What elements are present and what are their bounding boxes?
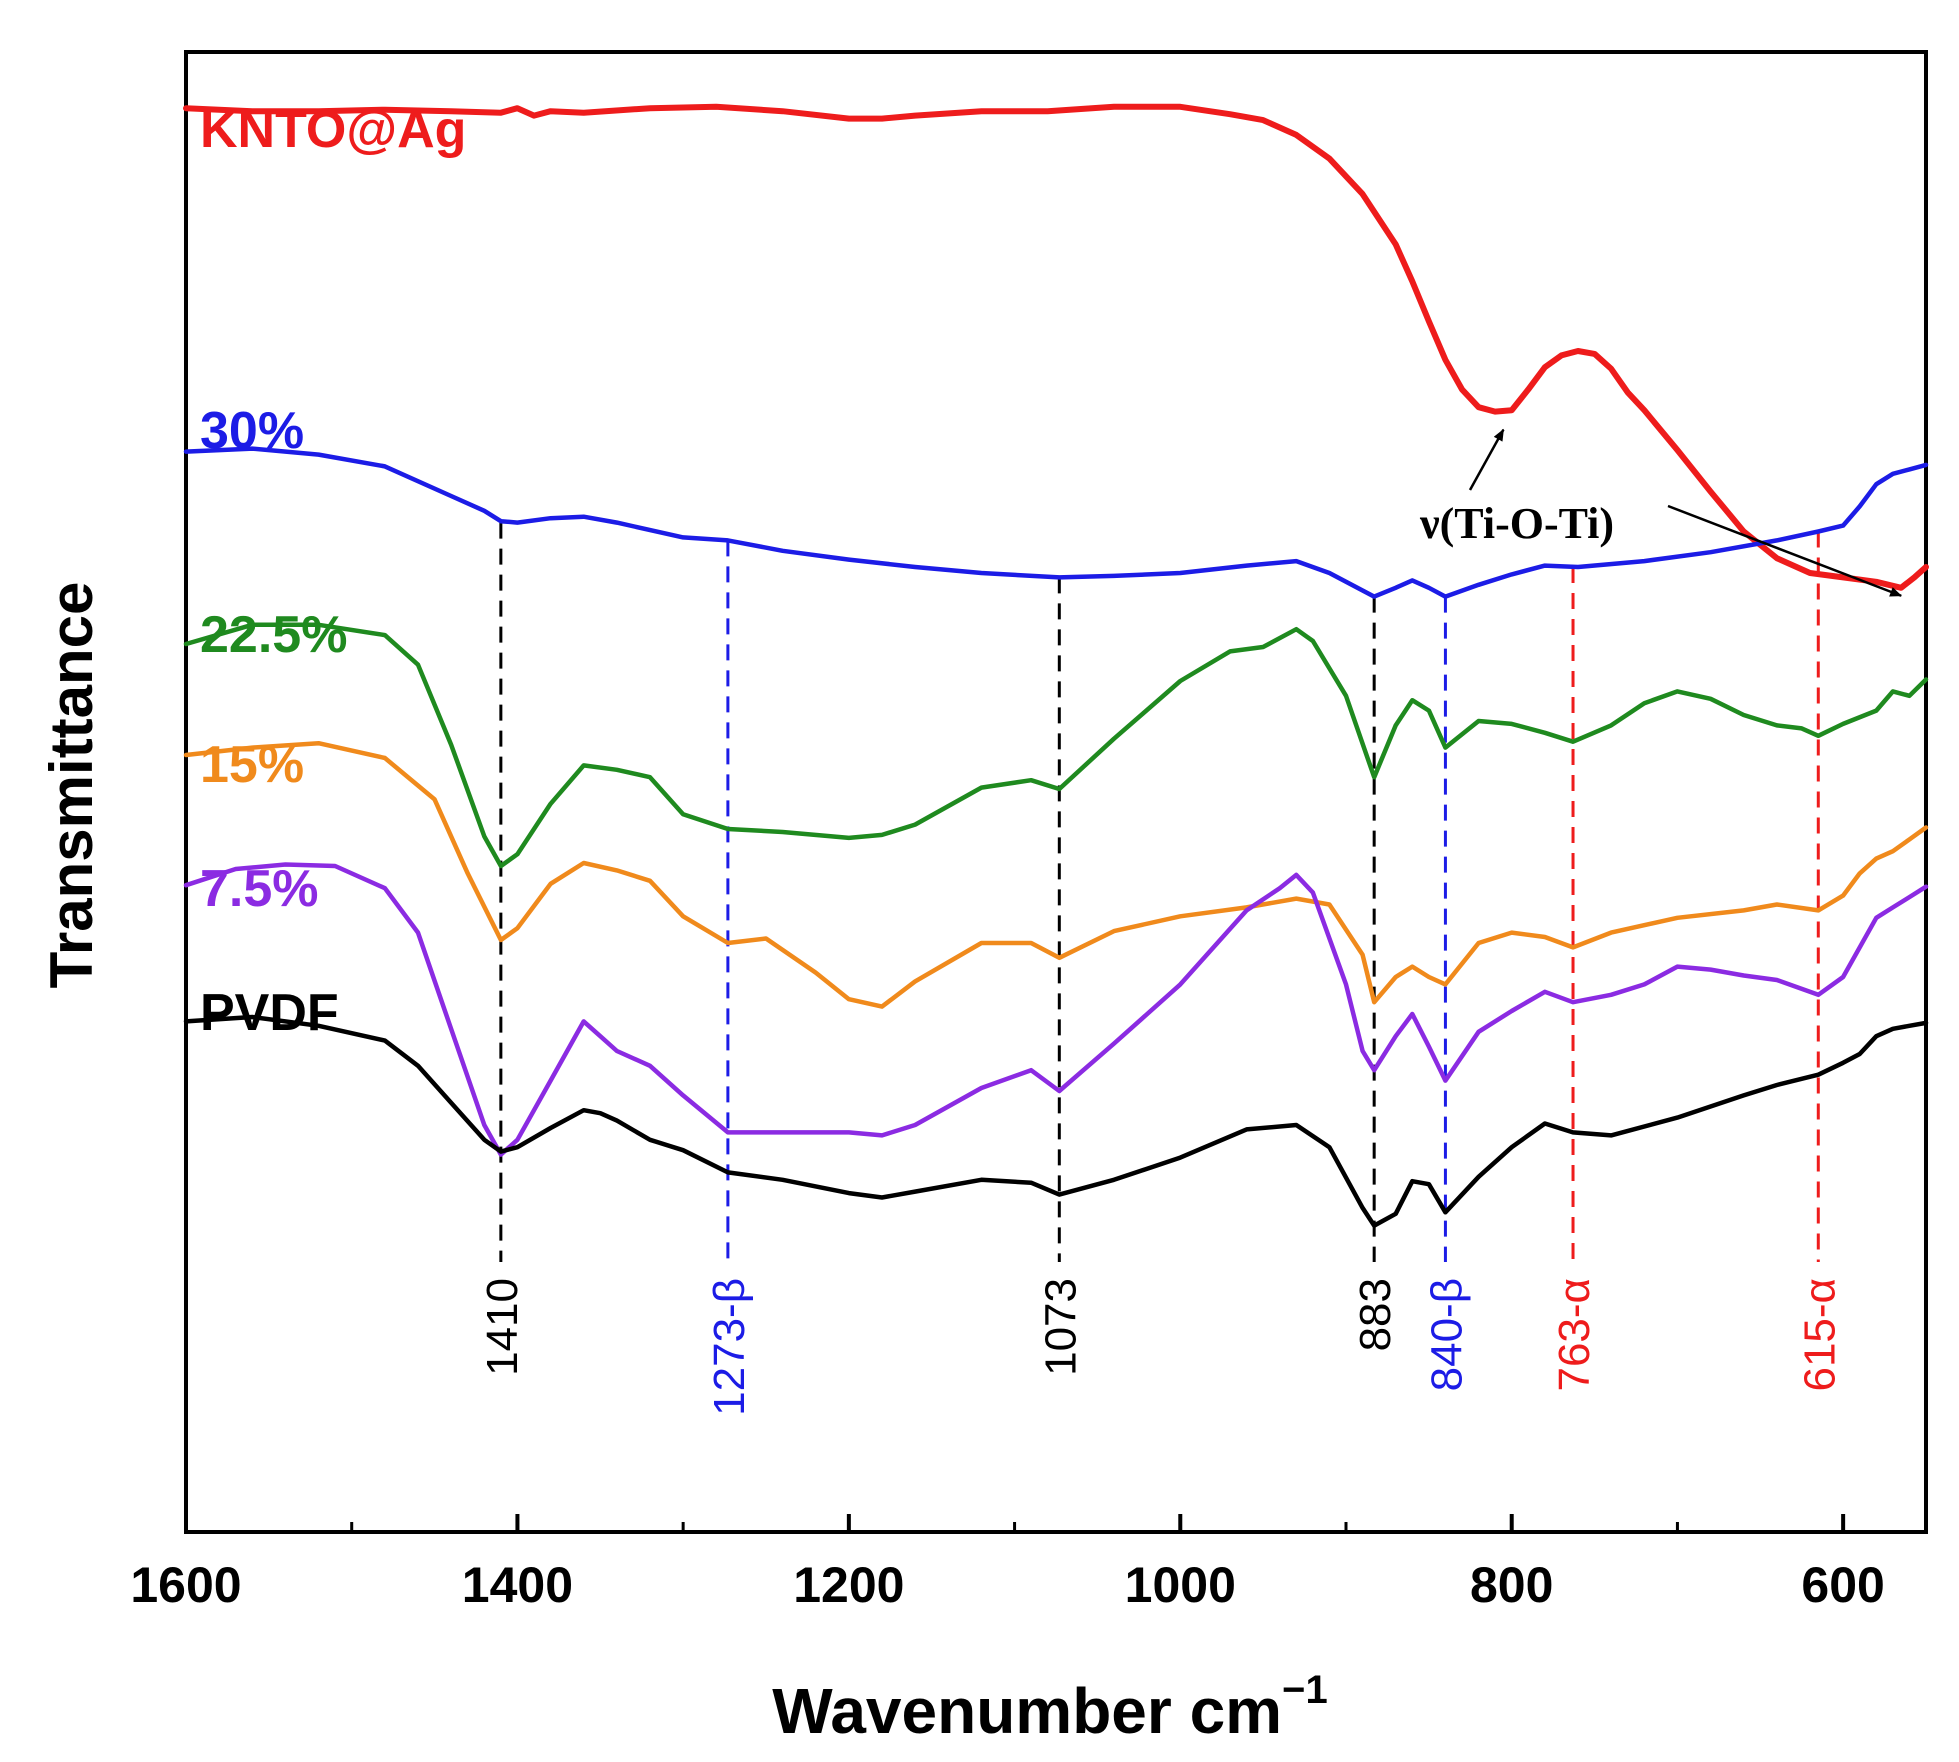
- series-label-pvdf: PVDF: [200, 984, 339, 1042]
- series-label-15: 15%: [200, 736, 304, 794]
- series-label-7-5: 7.5%: [200, 860, 319, 918]
- annotation-arrow-1: [1468, 428, 1505, 491]
- series-label-knto-ag: KNTO@Ag: [200, 101, 466, 159]
- reference-lines: 1410 1273-β 1073 883 840-β 763-α 615-α: [478, 522, 1844, 1416]
- ref-label-615: 615-α: [1795, 1278, 1844, 1392]
- series-label-22-5: 22.5%: [200, 606, 347, 664]
- annotation-arrows: [1468, 428, 1903, 597]
- x-tick-label-800: 800: [1470, 1557, 1553, 1613]
- x-ticks: 1600 1400 1200 1000 800 600: [130, 1514, 1885, 1613]
- series-line-pvdf: [183, 1014, 1929, 1228]
- series-line-22-5: [183, 622, 1929, 869]
- plot-frame: [184, 50, 1928, 1534]
- series-line-knto-ag: [183, 103, 1929, 591]
- ref-label-1273: 1273-β: [705, 1278, 754, 1416]
- series-line-15: [183, 740, 1929, 1009]
- y-axis-title: Transmittance: [38, 582, 105, 989]
- x-tick-label-600: 600: [1801, 1557, 1884, 1613]
- ti-o-ti-annotation: ν(Ti-O-Ti): [1419, 499, 1614, 548]
- ref-label-1410: 1410: [478, 1278, 527, 1376]
- x-tick-label-1000: 1000: [1125, 1557, 1236, 1613]
- x-tick-label-1600: 1600: [130, 1557, 241, 1613]
- x-axis-title-sup: −1: [1282, 1668, 1328, 1712]
- ref-label-883: 883: [1351, 1278, 1400, 1351]
- x-axis-title: Wavenumber cm−1: [772, 1668, 1327, 1747]
- x-tick-label-1200: 1200: [793, 1557, 904, 1613]
- ref-label-1073: 1073: [1036, 1278, 1085, 1376]
- series-line-7-5: [183, 862, 1929, 1157]
- x-tick-label-1400: 1400: [462, 1557, 573, 1613]
- series-group: [183, 103, 1929, 1228]
- ref-label-763: 763-α: [1550, 1278, 1599, 1392]
- series-line-30: [183, 446, 1929, 599]
- ref-label-840: 840-β: [1422, 1278, 1471, 1391]
- x-axis-title-main: Wavenumber cm: [772, 1675, 1282, 1747]
- series-label-30: 30%: [200, 402, 304, 460]
- annotation-arrow-2: [1667, 504, 1903, 597]
